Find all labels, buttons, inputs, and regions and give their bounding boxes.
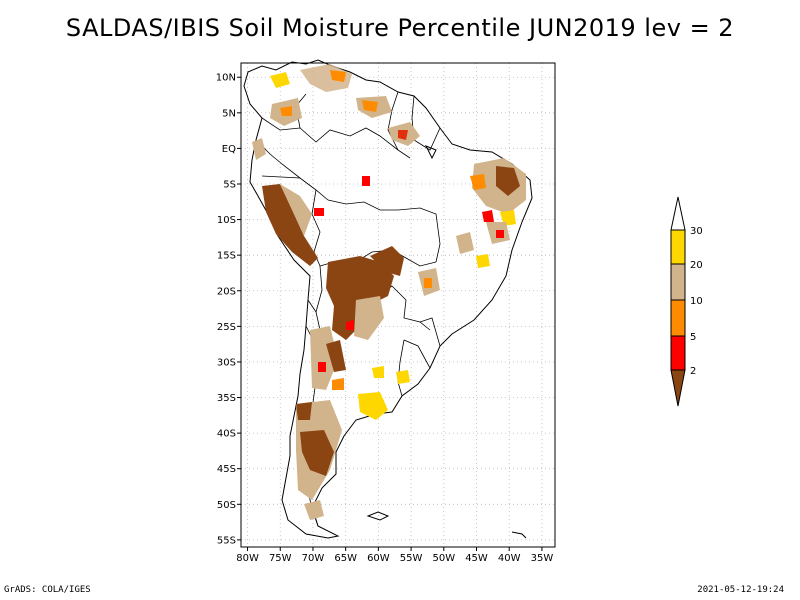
- colorbar-swatch: [670, 335, 686, 371]
- colorbar-top-arrow: [670, 196, 686, 231]
- patch-ne-brown: [496, 166, 520, 196]
- colorbar-level-label: 30: [690, 226, 703, 237]
- lon-tick-label: 45W: [465, 553, 488, 564]
- patch-yellow-pampa: [358, 392, 388, 420]
- colorbar-swatch: [670, 299, 686, 337]
- lat-tick-label: 15S: [217, 251, 236, 262]
- patch-andes-brown: [262, 184, 318, 266]
- lat-tick-label: 10S: [217, 215, 236, 226]
- lat-tick-label: 40S: [217, 429, 236, 440]
- lon-tick-label: 70W: [302, 553, 325, 564]
- lat-tick-label: 20S: [217, 286, 236, 297]
- patch-north-yellow: [270, 72, 290, 88]
- lon-tick-label: 55W: [400, 553, 423, 564]
- patch-e-tan: [456, 232, 474, 254]
- colorbar-swatch: [670, 263, 686, 301]
- patch-ne-orange: [470, 174, 486, 190]
- lat-tick-label: 25S: [217, 322, 236, 333]
- lat-tick-label: 5S: [223, 180, 236, 191]
- patch-andes-tan: [280, 184, 312, 236]
- patch-south-tan: [304, 500, 324, 520]
- latitude-labels: 10N 5N EQ 5S 10S 15S 20S 25S 30S 35S 40S 45S 50S 55S: [216, 73, 241, 546]
- percentile-patches: [252, 64, 526, 520]
- patch-north-orange: [330, 70, 346, 82]
- colorbar-swatch: [670, 229, 686, 265]
- islands: [366, 145, 527, 539]
- lon-tick-label: 40W: [498, 553, 521, 564]
- longitude-labels: 80W 75W 70W 65W 60W 55W 50W 45W 40W 35W: [236, 547, 553, 564]
- colorbar-level-label: 20: [690, 260, 703, 271]
- lat-tick-label: EQ: [222, 144, 236, 155]
- country-borders: [255, 91, 441, 527]
- patch-ven-orange: [362, 100, 378, 112]
- lat-tick-label: 30S: [217, 357, 236, 368]
- lon-tick-label: 65W: [334, 553, 357, 564]
- patch-patagonia-brown: [300, 430, 334, 476]
- footer-timestamp: 2021-05-12-19:24: [697, 585, 784, 595]
- colorbar-level-label: 5: [690, 332, 696, 343]
- patch-argentina-brown: [326, 340, 346, 372]
- map-frame: [240, 62, 556, 548]
- patch-uruguay-yellow: [396, 370, 410, 384]
- lat-tick-label: 10N: [216, 73, 236, 84]
- colorbar-bottom-arrow: [670, 369, 686, 407]
- patch-patagonia-brown2: [296, 402, 312, 420]
- patch-se-yellow: [476, 254, 490, 268]
- south-america-outline: [243, 59, 533, 539]
- colorbar: 2 5 10 20 30: [670, 196, 703, 407]
- lon-tick-label: 75W: [269, 553, 292, 564]
- lon-tick-label: 60W: [367, 553, 390, 564]
- lon-tick-label: 50W: [432, 553, 455, 564]
- patch-se-orange: [424, 278, 432, 288]
- lat-tick-label: 5N: [222, 108, 236, 119]
- patch-guyana-red: [398, 130, 408, 140]
- colorbar-level-label: 2: [690, 366, 696, 377]
- patch-amazon-red: [362, 176, 370, 186]
- graticule: [241, 63, 555, 547]
- patch-north-tan: [300, 64, 352, 92]
- patch-ne-red2: [496, 230, 504, 238]
- patch-argentina-tan: [310, 326, 338, 390]
- patch-ecuador: [252, 138, 266, 160]
- patch-arg-orange: [332, 378, 344, 390]
- patch-bolivia-brown: [326, 256, 394, 340]
- map-title: SALDAS/IBIS Soil Moisture Percentile JUN…: [65, 14, 735, 42]
- footer-credit: GrADS: COLA/IGES: [4, 585, 91, 595]
- patch-bolivia-tan: [354, 296, 384, 340]
- patch-central-yellow: [372, 366, 384, 378]
- patch-ne-red: [482, 210, 494, 222]
- patch-bolivia-red: [346, 320, 354, 330]
- colorbar-level-label: 10: [690, 296, 703, 307]
- lon-tick-label: 80W: [236, 553, 259, 564]
- lat-tick-label: 35S: [217, 393, 236, 404]
- patch-peru-red: [314, 208, 324, 216]
- patch-colombia-orange: [280, 106, 292, 116]
- lat-tick-label: 45S: [217, 464, 236, 475]
- patch-arg-red: [318, 362, 326, 372]
- patch-paraguay-brown: [370, 246, 404, 276]
- lat-tick-label: 50S: [217, 500, 236, 511]
- lat-tick-label: 55S: [217, 535, 236, 546]
- lon-tick-label: 35W: [531, 553, 554, 564]
